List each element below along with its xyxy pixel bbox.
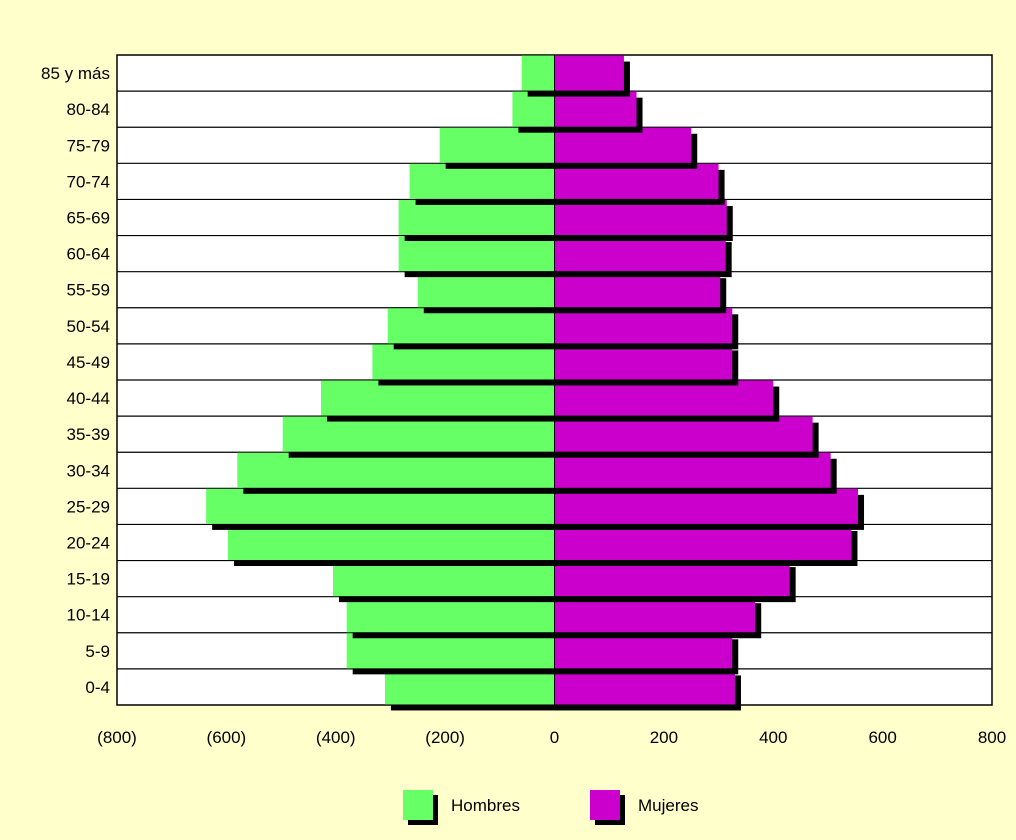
legend-label: Hombres [451, 796, 520, 815]
bar-hombres [387, 308, 555, 344]
x-tick-label: (800) [97, 728, 137, 747]
bar-hombres [512, 91, 555, 127]
legend-swatch [403, 790, 433, 820]
legend-swatch [590, 790, 620, 820]
legend-item-hombres: Hombres [403, 790, 520, 825]
bar-hombres [346, 597, 555, 633]
y-tick-label: 65-69 [67, 209, 110, 228]
y-tick-label: 0-4 [85, 678, 110, 697]
bar-mujeres [554, 597, 756, 633]
x-tick-label: 400 [759, 728, 787, 747]
bar-mujeres [554, 163, 719, 199]
x-tick-label: 0 [550, 728, 559, 747]
legend-label: Mujeres [638, 796, 698, 815]
bar-hombres [237, 452, 555, 488]
bar-hombres [346, 633, 555, 669]
bar-mujeres [554, 127, 692, 163]
bar-mujeres [554, 488, 859, 524]
bar-mujeres [554, 633, 733, 669]
y-tick-label: 25-29 [67, 497, 110, 516]
bar-mujeres [554, 344, 733, 380]
y-tick-label: 75-79 [67, 136, 110, 155]
bar-hombres [398, 199, 555, 236]
bar-hombres [333, 561, 555, 597]
y-tick-label: 70-74 [67, 172, 110, 191]
y-tick-label: 5-9 [85, 642, 110, 661]
bar-mujeres [554, 199, 727, 236]
bar-hombres [228, 524, 555, 561]
y-tick-label: 60-64 [67, 245, 110, 264]
y-tick-label: 40-44 [67, 389, 110, 408]
y-tick-label: 15-19 [67, 570, 110, 589]
bar-mujeres [554, 272, 721, 308]
x-tick-label: 200 [650, 728, 678, 747]
bar-mujeres [554, 308, 733, 344]
x-tick-label: (600) [207, 728, 247, 747]
y-tick-label: 45-49 [67, 353, 110, 372]
bar-mujeres [554, 669, 735, 705]
bar-mujeres [554, 380, 774, 416]
bar-mujeres [554, 416, 813, 452]
bar-mujeres [554, 236, 726, 272]
bar-hombres [398, 236, 555, 272]
bar-hombres [282, 416, 555, 452]
y-tick-label: 50-54 [67, 317, 110, 336]
legend-item-mujeres: Mujeres [590, 790, 698, 825]
y-tick-label: 55-59 [67, 281, 110, 300]
bar-hombres [409, 163, 555, 199]
y-tick-label: 35-39 [67, 425, 110, 444]
bar-hombres [206, 488, 555, 524]
x-tick-label: 600 [868, 728, 896, 747]
x-tick-label: 800 [978, 728, 1006, 747]
y-tick-label: 20-24 [67, 534, 110, 553]
x-tick-label: (200) [425, 728, 465, 747]
y-tick-label: 80-84 [67, 100, 110, 119]
bar-hombres [439, 127, 555, 163]
bar-hombres [372, 344, 555, 380]
bar-mujeres [554, 55, 624, 91]
bar-mujeres [554, 561, 790, 597]
bar-hombres [417, 272, 555, 308]
bar-hombres [384, 669, 555, 705]
x-tick-label: (400) [316, 728, 356, 747]
bar-mujeres [554, 452, 831, 488]
y-tick-label: 85 y más [41, 64, 110, 83]
y-tick-label: 10-14 [67, 606, 110, 625]
bar-mujeres [554, 91, 637, 127]
bar-hombres [320, 380, 555, 416]
bar-hombres [521, 55, 555, 91]
y-tick-label: 30-34 [67, 461, 110, 480]
bar-mujeres [554, 524, 852, 561]
